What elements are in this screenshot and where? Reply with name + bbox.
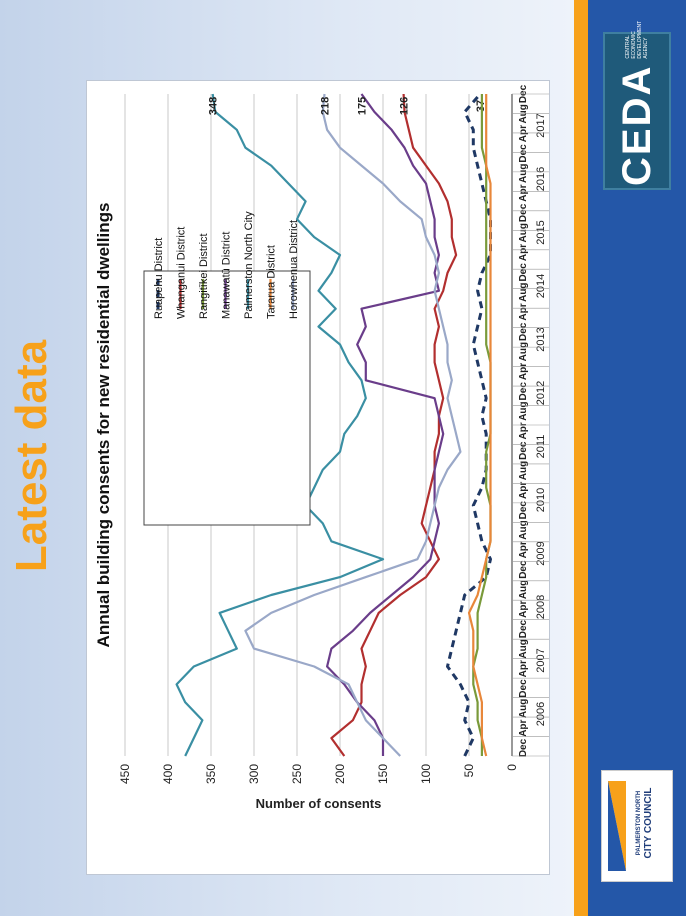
- data-label: 175: [357, 97, 369, 115]
- x-tick-label: Dec: [518, 501, 529, 520]
- y-tick-label: 350: [204, 764, 218, 784]
- x-tick-label: Dec: [518, 322, 529, 341]
- data-label: 348: [208, 97, 220, 115]
- x-tick-label: Aug: [518, 520, 529, 539]
- council-logo-line2: CITY COUNCIL: [643, 787, 654, 859]
- x-year-label: 2013: [535, 327, 547, 351]
- x-year-label: 2016: [535, 167, 547, 191]
- x-tick-label: Dec: [518, 144, 529, 163]
- x-tick-label: Apr: [518, 125, 529, 142]
- x-year-label: 2009: [535, 541, 547, 565]
- slide-title: Latest data: [7, 339, 56, 573]
- x-tick-label: Apr: [518, 719, 529, 736]
- line-chart: 050100150200250300350400450DecAprAugDecA…: [94, 81, 549, 811]
- y-tick-label: 400: [161, 764, 175, 784]
- orange-accent-bar: [574, 0, 588, 916]
- x-tick-label: Apr: [518, 363, 529, 380]
- x-tick-label: Dec: [518, 263, 529, 282]
- y-tick-label: 300: [247, 764, 261, 784]
- x-year-label: 2011: [535, 435, 547, 459]
- chart-title: Annual building consents for new residen…: [94, 203, 113, 648]
- y-tick-label: 100: [419, 764, 433, 784]
- x-tick-label: Dec: [518, 203, 529, 222]
- series-line-palmerston-north-city: [175, 93, 385, 757]
- x-tick-label: Aug: [518, 104, 529, 123]
- x-tick-label: Aug: [518, 461, 529, 480]
- data-label: 126: [399, 97, 411, 115]
- x-tick-label: Dec: [518, 382, 529, 401]
- x-tick-label: Aug: [518, 164, 529, 183]
- x-tick-label: Apr: [518, 660, 529, 677]
- x-year-label: 2006: [535, 702, 547, 726]
- x-year-label: 2017: [535, 113, 547, 137]
- x-tick-label: Aug: [518, 639, 529, 658]
- x-year-label: 2007: [535, 648, 547, 672]
- y-tick-label: 200: [333, 764, 347, 784]
- legend-entry: Manawatū District: [221, 232, 233, 319]
- legend-entry: Whanganui District: [176, 227, 188, 319]
- series-line-ruapehu-district: [446, 93, 492, 757]
- x-tick-label: Aug: [518, 223, 529, 242]
- y-tick-label: 50: [462, 764, 476, 778]
- x-tick-label: Aug: [518, 342, 529, 361]
- legend-entry: Horowhenua District: [288, 220, 300, 319]
- x-tick-label: Apr: [518, 601, 529, 618]
- x-tick-label: Dec: [518, 441, 529, 460]
- legend-entry: Palmerston North City: [243, 211, 255, 319]
- x-tick-label: Apr: [518, 303, 529, 320]
- x-tick-label: Apr: [518, 244, 529, 261]
- x-tick-label: Apr: [518, 482, 529, 499]
- x-tick-label: Aug: [518, 401, 529, 420]
- data-label: 218: [320, 97, 332, 115]
- x-tick-label: Dec: [518, 560, 529, 579]
- x-tick-label: Apr: [518, 184, 529, 201]
- council-mark-icon: [608, 781, 626, 871]
- y-tick-label: 150: [376, 764, 390, 784]
- series-line-rangit-kei-district: [472, 94, 492, 756]
- x-year-label: 2008: [535, 595, 547, 619]
- x-tick-label: Aug: [518, 282, 529, 301]
- y-tick-label: 450: [118, 764, 132, 784]
- series-line-manawat-district: [326, 93, 445, 756]
- legend-entry: Tararua District: [266, 245, 278, 319]
- x-year-label: 2010: [535, 488, 547, 512]
- legend-entry: Ruapehu District: [153, 238, 165, 319]
- series-line-horowhenua-district: [244, 93, 462, 757]
- ceda-logo: CEDA CENTRAL ECONOMIC DEVELOPMENT AGENCY: [603, 21, 671, 190]
- series-line-whanganui-district: [330, 93, 458, 757]
- x-tick-label: Dec: [518, 619, 529, 638]
- council-logo: PALMERSTON NORTH CITY COUNCIL: [601, 770, 673, 882]
- ceda-logo-word: CEDA: [614, 64, 659, 186]
- x-tick-label: Apr: [518, 541, 529, 558]
- legend-entry: Rangitīkei District: [198, 233, 210, 319]
- x-tick-label: Dec: [518, 738, 529, 757]
- x-year-label: 2014: [535, 274, 547, 298]
- legend-box: [143, 270, 311, 526]
- chart-frame: 0 50 100 150 200 250 300 350 400 450 Dec Apr Aug Dec A…: [86, 80, 550, 875]
- x-tick-label: Aug: [518, 699, 529, 718]
- x-year-label: 2012: [535, 381, 547, 405]
- x-tick-label: Aug: [518, 580, 529, 599]
- ceda-logo-subtitle: CENTRAL ECONOMIC DEVELOPMENT AGENCY: [625, 20, 649, 59]
- y-tick-label: 250: [290, 764, 304, 784]
- series-line-tararua-district: [467, 94, 492, 757]
- x-tick-label: Apr: [518, 422, 529, 439]
- x-year-label: 2015: [535, 220, 547, 244]
- council-logo-line1: PALMERSTON NORTH: [636, 790, 642, 856]
- y-axis-title: Number of consents: [256, 796, 382, 811]
- y-tick-label: 0: [505, 764, 519, 771]
- x-tick-label: Dec: [518, 679, 529, 698]
